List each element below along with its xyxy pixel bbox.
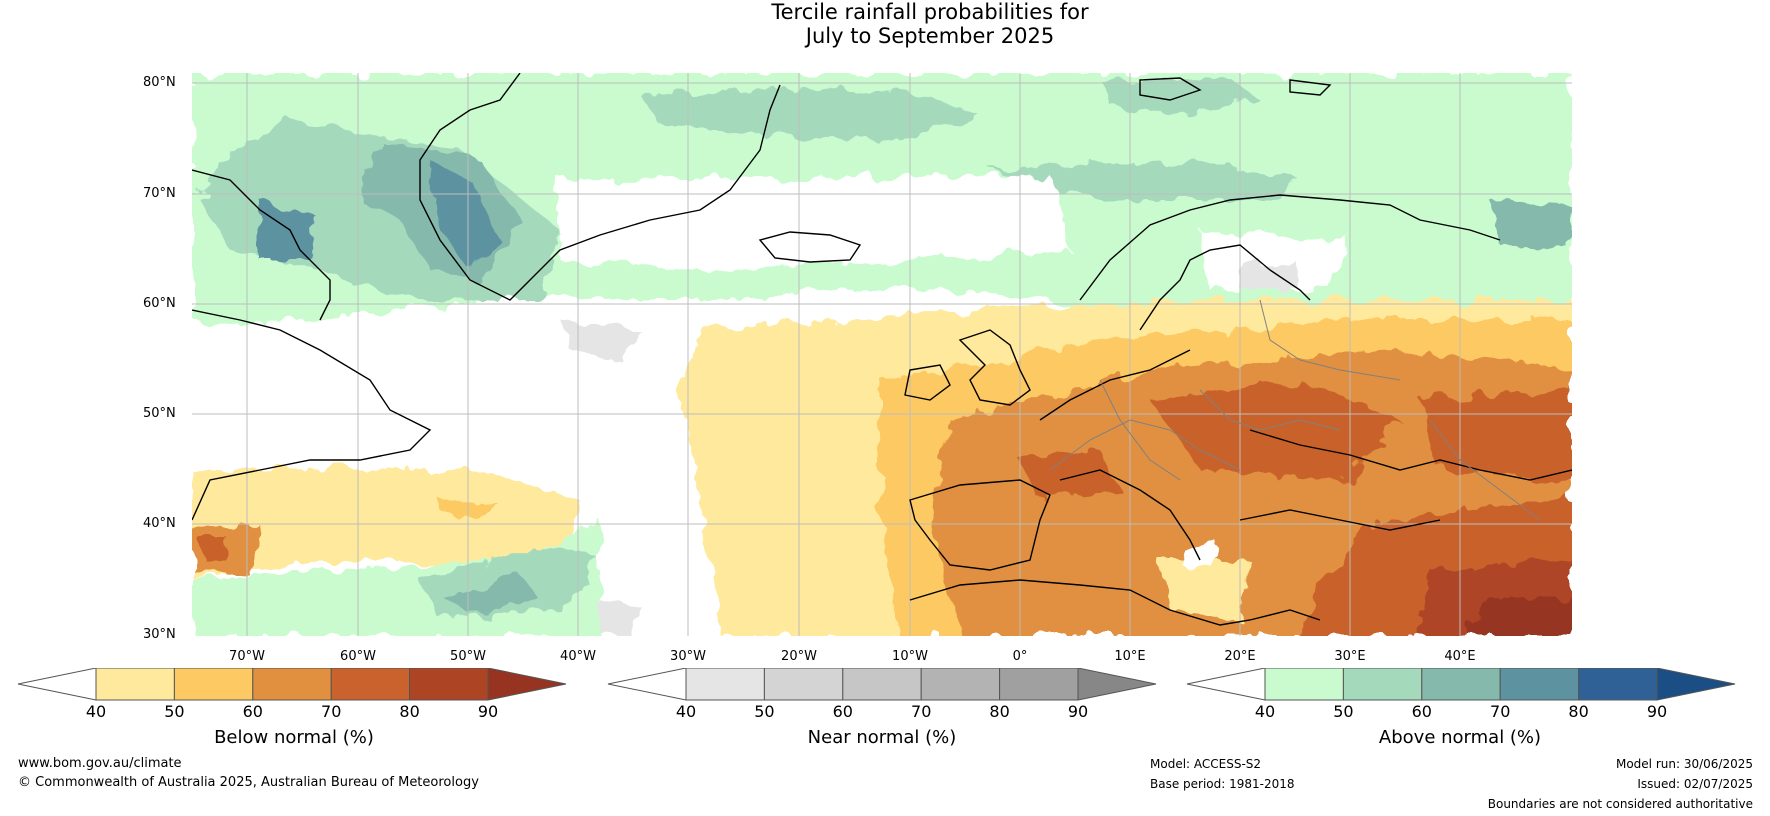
colorbar-title-below: Below normal (%)	[214, 727, 374, 748]
colorbar-near-tick-label: 90	[1067, 702, 1089, 721]
colorbar-below-tick-label: 70	[321, 702, 342, 721]
footer-copyright: © Commonwealth of Australia 2025, Austra…	[18, 775, 479, 790]
colorbar-title-near: Near normal (%)	[807, 727, 957, 748]
lat-label-50n: 50°N	[143, 406, 176, 421]
colorbar-below-tick-label: 80	[399, 702, 420, 721]
lon-label-10w: 10°W	[892, 649, 928, 664]
lat-label-30n: 30°N	[143, 627, 176, 642]
footer-website: www.bom.gov.au/climate	[18, 756, 182, 771]
lon-label-30w: 30°W	[670, 649, 706, 664]
colorbar-near-upper-extension	[1077, 668, 1157, 701]
map-fill	[192, 73, 1572, 636]
coastlines	[192, 73, 1572, 626]
colorbar-near-bin	[999, 668, 1079, 701]
colorbar-above-upper-extension	[1656, 668, 1736, 701]
colorbar-near-bin	[685, 668, 765, 701]
country-borders	[1049, 299, 1541, 521]
colorbar-title-above: Above normal (%)	[1378, 727, 1542, 748]
colorbar-below-upper-extension	[487, 668, 567, 701]
colorbar-below-bin	[95, 668, 175, 701]
lon-label-20e: 20°E	[1224, 649, 1256, 664]
lat-label-60n: 60°N	[143, 296, 176, 311]
colorbars	[17, 668, 1736, 701]
lon-label-60w: 60°W	[340, 649, 376, 664]
colorbar-above-bin	[1578, 668, 1658, 701]
colorbar-near-bin	[842, 668, 922, 701]
graticule	[192, 73, 1572, 636]
lon-label-70w: 70°W	[229, 649, 265, 664]
colorbar-below-lower-extension	[17, 668, 97, 701]
lon-label-10e: 10°E	[1114, 649, 1146, 664]
lon-label-20w: 20°W	[781, 649, 817, 664]
title-line-1: Tercile rainfall probabilities for	[771, 0, 1089, 24]
lon-label-30e: 30°E	[1334, 649, 1366, 664]
colorbar-near-tick-label: 60	[832, 702, 853, 721]
chart-title: Tercile rainfall probabilities for July …	[0, 0, 1770, 48]
colorbar-above-tick-label: 60	[1411, 702, 1432, 721]
colorbar-near-tick-label: 50	[754, 702, 775, 721]
title-line-2: July to September 2025	[805, 24, 1055, 48]
lon-label-40w: 40°W	[560, 649, 596, 664]
colorbar-below-tick-label: 40	[85, 702, 107, 721]
lat-label-70n: 70°N	[143, 186, 176, 201]
colorbar-below-bin	[252, 668, 332, 701]
colorbar-below-bin	[409, 668, 489, 701]
colorbar-above-tick-label: 90	[1646, 702, 1668, 721]
lat-label-80n: 80°N	[143, 75, 176, 90]
lon-label-0: 0°	[1012, 649, 1028, 664]
colorbar-above-bin	[1499, 668, 1580, 701]
colorbar-below-tick-label: 60	[242, 702, 263, 721]
footer-model-run: Model run: 30/06/2025	[1615, 757, 1753, 771]
footer-issued: Issued: 02/07/2025	[1637, 777, 1753, 791]
colorbar-near-tick-label: 80	[989, 702, 1010, 721]
colorbar-above-lower-extension	[1186, 668, 1266, 701]
colorbar-above-tick-label: 80	[1568, 702, 1589, 721]
colorbar-above-bin	[1421, 668, 1501, 701]
colorbar-above-bin	[1264, 668, 1344, 701]
lat-label-40n: 40°N	[143, 516, 176, 531]
colorbar-above-bin	[1342, 668, 1423, 701]
colorbar-below-tick-label: 90	[477, 702, 499, 721]
colorbar-above-tick-label: 70	[1490, 702, 1511, 721]
colorbar-near-bin	[920, 668, 1001, 701]
colorbar-near-tick-label: 40	[675, 702, 697, 721]
colorbar-above-tick-label: 50	[1333, 702, 1354, 721]
colorbar-above-tick-label: 40	[1254, 702, 1276, 721]
colorbar-below-bin	[173, 668, 254, 701]
colorbar-near-bin	[763, 668, 844, 701]
footer-disclaimer: Boundaries are not considered authoritat…	[1487, 797, 1753, 811]
colorbar-near-lower-extension	[607, 668, 687, 701]
colorbar-below-bin	[330, 668, 411, 701]
footer-model: Model: ACCESS-S2	[1150, 757, 1262, 771]
footer-base-period: Base period: 1981-2018	[1150, 777, 1295, 791]
lon-label-40e: 40°E	[1444, 649, 1476, 664]
colorbar-below-tick-label: 50	[164, 702, 185, 721]
colorbar-near-tick-label: 70	[911, 702, 932, 721]
lon-label-50w: 50°W	[450, 649, 486, 664]
